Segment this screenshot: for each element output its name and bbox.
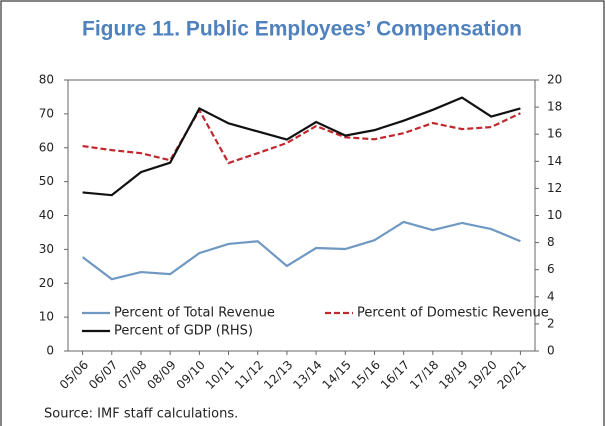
y2-tick-label: 14 [547, 154, 562, 168]
series-line [82, 107, 521, 165]
y2-tick-label: 16 [547, 127, 562, 141]
y-tick-label: 80 [39, 73, 54, 87]
y2-tick-label: 8 [547, 235, 555, 249]
y2-tick-label: 20 [547, 73, 562, 87]
x-tick-label: 13/14 [290, 358, 324, 392]
y-tick-label: 20 [39, 276, 54, 290]
y2-tick-label: 2 [547, 316, 555, 330]
y2-tick-label: 18 [547, 100, 562, 114]
x-tick-label: 18/19 [436, 358, 470, 392]
series-line [82, 96, 521, 197]
legend-label: Percent of Domestic Revenue [357, 306, 549, 321]
x-tick-label: 05/06 [57, 358, 91, 392]
y2-tick-label: 12 [547, 181, 562, 195]
y2-tick-label: 4 [547, 289, 555, 303]
y-tick-label: 40 [39, 208, 54, 222]
y2-tick-label: 10 [547, 208, 562, 222]
x-tick-label: 19/20 [465, 358, 499, 392]
x-tick-label: 16/17 [378, 358, 412, 392]
x-tick-label: 20/21 [495, 358, 529, 392]
y-tick-label: 50 [39, 174, 54, 188]
x-tick-label: 14/15 [320, 358, 354, 392]
x-tick-label: 06/07 [86, 358, 120, 392]
x-tick-label: 07/08 [115, 358, 149, 392]
chart-title: Figure 11. Public Employees’ Compensatio… [82, 18, 522, 41]
x-tick-label: 11/12 [232, 358, 266, 392]
y-tick-label: 30 [39, 242, 54, 256]
y2-tick-label: 6 [547, 262, 555, 276]
x-tick-label: 12/13 [261, 358, 295, 392]
x-tick-label: 15/16 [349, 358, 383, 392]
x-tick-label: 17/18 [407, 358, 441, 392]
y-tick-label: 10 [39, 310, 54, 324]
y-tick-label: 70 [39, 106, 54, 120]
x-tick-label: 08/09 [144, 358, 178, 392]
legend-label: Percent of GDP (RHS) [114, 324, 253, 339]
y-tick-label: 60 [39, 140, 54, 154]
source-note: Source: IMF staff calculations. [44, 407, 238, 422]
x-tick-label: 10/11 [203, 358, 237, 392]
legend-label: Percent of Total Revenue [114, 306, 275, 321]
y-tick-label: 0 [46, 344, 54, 358]
x-tick-label: 09/10 [174, 358, 208, 392]
series-line [81, 220, 521, 281]
y2-tick-label: 0 [547, 344, 555, 358]
